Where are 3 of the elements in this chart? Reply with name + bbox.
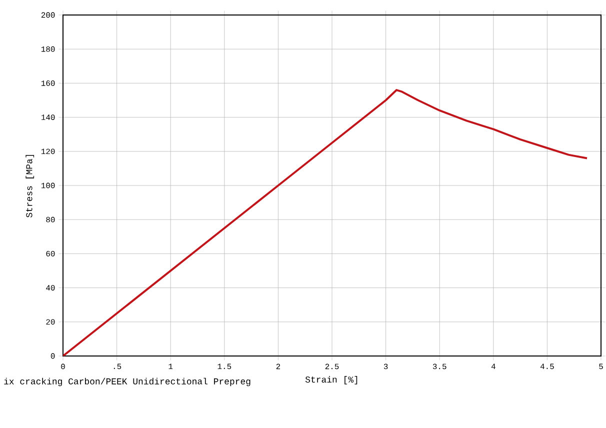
y-axis-title: Stress [MPa]: [26, 155, 34, 218]
x-axis-title: Strain [%]: [305, 376, 358, 384]
text: ix cracking Carbon/PEEK Unidirectional Prepreg: [4, 378, 250, 386]
